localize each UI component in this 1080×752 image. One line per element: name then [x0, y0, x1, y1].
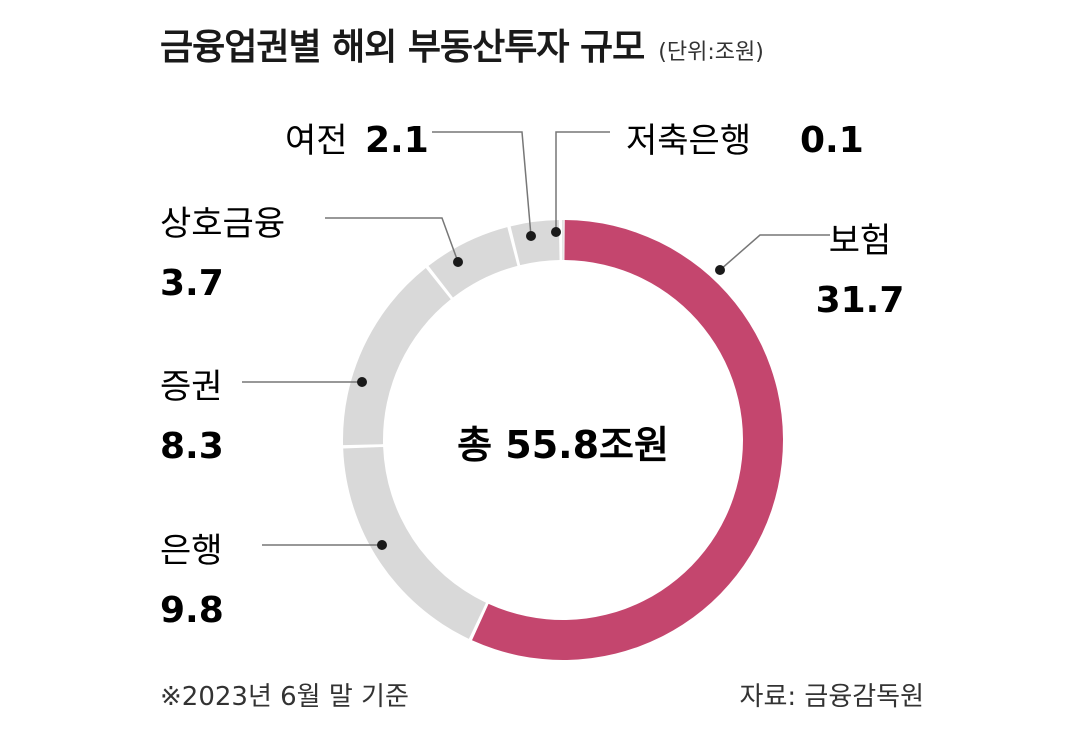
leader-dot [715, 265, 725, 275]
total-label: 총 55.8조원 [457, 423, 669, 467]
slice-5 [510, 220, 560, 266]
slice-1 [472, 220, 783, 661]
slice-2 [343, 446, 486, 639]
chart-title: 금융업권별 해외 부동산투자 규모 [160, 27, 645, 68]
slice-name-label: 상호금융 [160, 204, 285, 244]
slice-value-label: 31.7 [816, 280, 905, 321]
leader-line [432, 131, 532, 237]
donut-slices [343, 220, 783, 661]
slice-value-label: 0.1 [800, 120, 864, 161]
slice-value-label: 9.8 [160, 590, 224, 631]
footnote: ※2023년 6월 말 기준 [160, 682, 409, 712]
slice-value-label: 8.3 [160, 426, 224, 467]
leader-dot [357, 377, 367, 387]
leader-dot [551, 227, 561, 237]
slice-labels: 보험 31.7 은행 9.8 증권 8.3 상호금융 3.7 여전 2.1 저축은행 0.1 [160, 120, 904, 631]
slice-name-label: 보험 [829, 221, 892, 261]
leader-line [325, 217, 459, 263]
leader-dot [377, 540, 387, 550]
slice-3 [343, 268, 451, 446]
slice-6 [562, 220, 564, 261]
leader-dot [453, 257, 463, 267]
title-block: 금융업권별 해외 부동산투자 규모 (단위:조원) [160, 18, 764, 70]
leader-line [719, 234, 830, 271]
slice-name-label: 저축은행 [626, 121, 751, 161]
leader-dot [526, 231, 536, 241]
unit-label: (단위:조원) [658, 40, 764, 65]
slice-4 [428, 227, 518, 298]
leader-line [555, 131, 610, 232]
slice-name-label: 은행 [160, 531, 223, 571]
slice-value-label: 2.1 [365, 120, 429, 161]
slice-value-label: 3.7 [160, 263, 224, 304]
source-note: 자료: 금융감독원 [739, 682, 924, 712]
slice-name-label: 여전 [285, 121, 348, 161]
slice-name-label: 증권 [160, 367, 223, 407]
leader-lines [242, 131, 830, 550]
